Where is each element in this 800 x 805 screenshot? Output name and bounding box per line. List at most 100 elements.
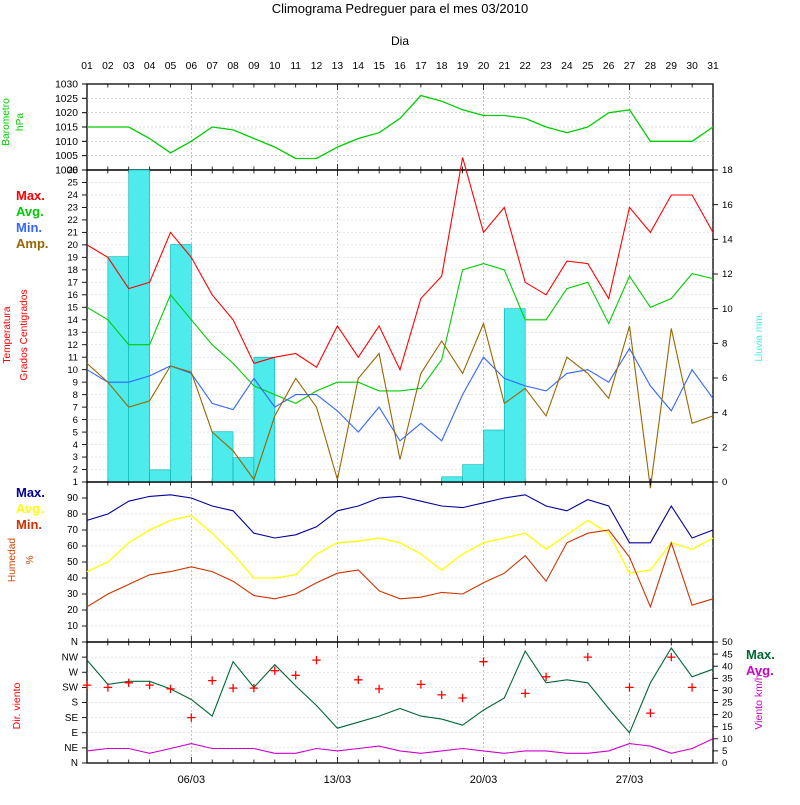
- svg-text:Temperatura: Temperatura: [2, 306, 13, 364]
- svg-text:20: 20: [67, 605, 78, 616]
- svg-text:10: 10: [67, 621, 78, 632]
- svg-text:Dir. viento: Dir. viento: [11, 682, 23, 729]
- svg-text:16: 16: [67, 290, 78, 301]
- svg-text:12: 12: [722, 269, 733, 280]
- svg-text:1: 1: [73, 477, 78, 488]
- svg-text:01: 01: [81, 61, 93, 72]
- svg-text:24: 24: [67, 190, 78, 201]
- svg-text:1030: 1030: [55, 80, 78, 91]
- svg-text:12: 12: [311, 61, 323, 72]
- svg-text:2: 2: [73, 465, 78, 476]
- svg-text:6: 6: [73, 415, 78, 426]
- svg-text:30: 30: [722, 686, 733, 697]
- svg-text:N: N: [71, 758, 78, 769]
- svg-text:15: 15: [373, 61, 385, 72]
- svg-text:10: 10: [67, 365, 78, 376]
- svg-text:NW: NW: [62, 652, 79, 663]
- svg-text:Dia: Dia: [391, 34, 409, 48]
- svg-text:03: 03: [123, 61, 135, 72]
- svg-text:21: 21: [499, 61, 511, 72]
- svg-text:6: 6: [722, 373, 727, 384]
- svg-text:Lluvia mm.: Lluvia mm.: [754, 312, 765, 361]
- svg-text:13: 13: [67, 327, 78, 338]
- svg-text:18: 18: [722, 165, 733, 176]
- svg-text:hPa: hPa: [15, 113, 26, 131]
- svg-text:13/03: 13/03: [324, 774, 352, 786]
- svg-text:4: 4: [73, 440, 79, 451]
- svg-text:26: 26: [603, 61, 615, 72]
- svg-text:09: 09: [248, 61, 260, 72]
- svg-text:08: 08: [227, 61, 239, 72]
- svg-text:1025: 1025: [55, 94, 78, 105]
- svg-text:28: 28: [645, 61, 657, 72]
- svg-text:05: 05: [165, 61, 177, 72]
- svg-text:14: 14: [67, 315, 78, 326]
- svg-text:17: 17: [67, 278, 78, 289]
- svg-text:14: 14: [722, 235, 733, 246]
- svg-text:7: 7: [73, 402, 78, 413]
- svg-text:1005: 1005: [55, 151, 78, 162]
- svg-text:3: 3: [73, 452, 78, 463]
- svg-text:20: 20: [478, 61, 490, 72]
- svg-text:19: 19: [457, 61, 469, 72]
- svg-text:10: 10: [269, 61, 281, 72]
- svg-text:Climograma Pedreguer para el m: Climograma Pedreguer para el mes 03/2010: [272, 1, 529, 16]
- svg-text:8: 8: [73, 390, 78, 401]
- svg-text:Barometro: Barometro: [1, 98, 12, 146]
- svg-text:26: 26: [67, 165, 78, 176]
- svg-text:25: 25: [722, 698, 733, 709]
- svg-text:02: 02: [102, 61, 114, 72]
- svg-text:E: E: [71, 728, 78, 739]
- svg-text:20: 20: [722, 710, 733, 721]
- svg-text:W: W: [69, 667, 79, 678]
- svg-text:NE: NE: [64, 743, 78, 754]
- svg-text:Max.: Max.: [16, 485, 45, 500]
- svg-text:Avg.: Avg.: [16, 501, 44, 516]
- svg-text:16: 16: [722, 200, 733, 211]
- svg-text:Max.: Max.: [16, 188, 45, 203]
- svg-text:20: 20: [67, 240, 78, 251]
- svg-text:25: 25: [67, 178, 78, 189]
- svg-text:15: 15: [67, 302, 78, 313]
- svg-text:40: 40: [67, 573, 78, 584]
- svg-text:13: 13: [332, 61, 344, 72]
- svg-text:60: 60: [67, 541, 78, 552]
- svg-text:29: 29: [666, 61, 678, 72]
- svg-text:30: 30: [67, 589, 78, 600]
- svg-text:70: 70: [67, 525, 78, 536]
- svg-text:10: 10: [722, 304, 733, 315]
- svg-text:SE: SE: [65, 713, 79, 724]
- svg-text:10: 10: [722, 734, 733, 745]
- svg-text:Humedad: Humedad: [7, 538, 18, 583]
- svg-text:%: %: [25, 555, 36, 564]
- svg-text:90: 90: [67, 493, 78, 504]
- svg-text:50: 50: [67, 557, 78, 568]
- svg-text:12: 12: [67, 340, 78, 351]
- svg-text:Viento km/h: Viento km/h: [753, 674, 765, 729]
- svg-text:07: 07: [206, 61, 218, 72]
- svg-text:Amp.: Amp.: [16, 236, 49, 251]
- svg-text:SW: SW: [62, 683, 79, 694]
- svg-text:S: S: [71, 698, 78, 709]
- svg-text:1010: 1010: [55, 137, 78, 148]
- svg-text:18: 18: [436, 61, 448, 72]
- svg-text:06: 06: [186, 61, 198, 72]
- svg-text:1015: 1015: [55, 123, 78, 134]
- svg-text:N: N: [71, 637, 78, 648]
- svg-text:35: 35: [722, 674, 733, 685]
- svg-text:22: 22: [519, 61, 531, 72]
- svg-text:18: 18: [67, 265, 78, 276]
- svg-text:16: 16: [394, 61, 406, 72]
- svg-text:24: 24: [561, 61, 573, 72]
- svg-text:23: 23: [540, 61, 552, 72]
- svg-text:Avg.: Avg.: [746, 663, 774, 678]
- svg-text:40: 40: [722, 661, 733, 672]
- svg-text:20/03: 20/03: [470, 774, 498, 786]
- svg-text:11: 11: [68, 352, 78, 363]
- svg-text:80: 80: [67, 509, 78, 520]
- svg-text:Min.: Min.: [16, 220, 42, 235]
- svg-text:5: 5: [73, 427, 78, 438]
- svg-text:8: 8: [722, 339, 727, 350]
- svg-text:14: 14: [353, 61, 365, 72]
- svg-text:9: 9: [73, 377, 78, 388]
